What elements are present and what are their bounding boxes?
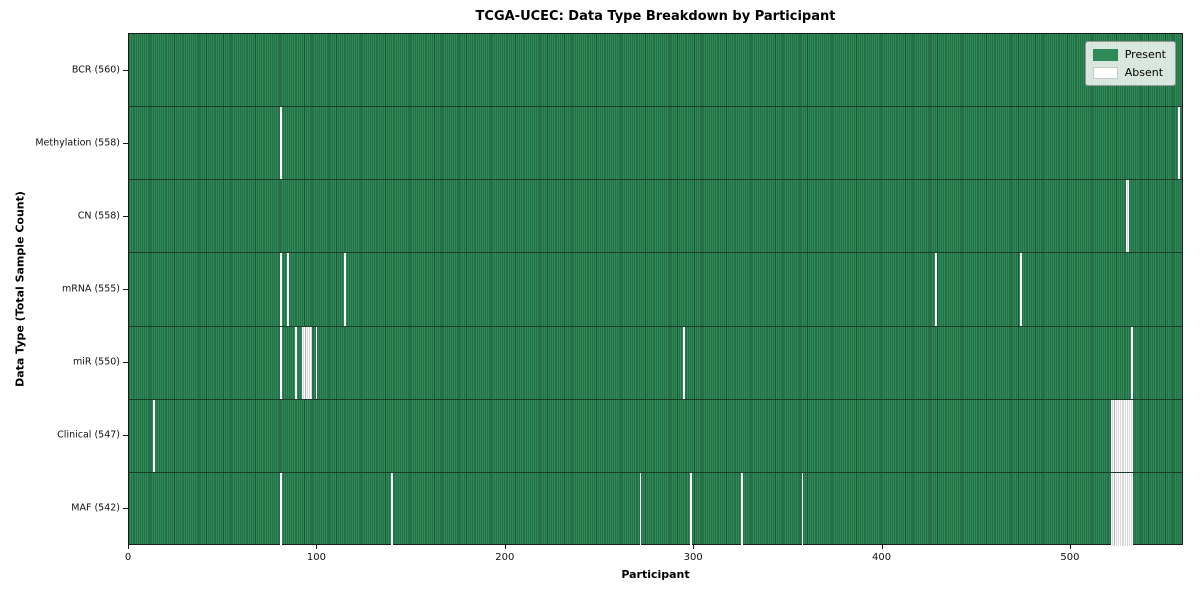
y-tick xyxy=(123,289,128,290)
y-tick-label-Methylation: Methylation (558) xyxy=(35,137,120,149)
absent-marker xyxy=(801,472,804,546)
row-mRNA xyxy=(129,253,1182,327)
absent-marker xyxy=(741,472,744,546)
absent-marker xyxy=(279,326,282,399)
row-MAF xyxy=(129,472,1182,546)
legend-label-absent: Absent xyxy=(1124,66,1164,79)
y-tick xyxy=(123,215,128,217)
absent-marker xyxy=(390,472,393,546)
absent-swatch-icon xyxy=(1092,66,1118,79)
absent-marker xyxy=(935,253,938,326)
x-tick xyxy=(881,545,883,549)
absent-marker xyxy=(1110,399,1134,472)
legend-item-present: Present xyxy=(1092,48,1166,61)
absent-marker xyxy=(1125,180,1130,253)
absent-marker xyxy=(294,326,297,399)
x-tick xyxy=(128,545,129,549)
x-axis-label: Participant xyxy=(621,568,690,581)
row-miR xyxy=(129,326,1182,400)
absent-marker xyxy=(302,326,312,399)
legend-label-present: Present xyxy=(1124,48,1166,61)
absent-marker xyxy=(1110,472,1134,546)
x-tick xyxy=(504,545,506,549)
y-tick-label-MAF: MAF (542) xyxy=(71,502,120,514)
y-tick xyxy=(123,508,128,510)
legend: Present Absent xyxy=(1084,41,1176,86)
x-tick xyxy=(1069,545,1071,549)
plot-area: Present Absent xyxy=(128,33,1183,546)
absent-marker xyxy=(279,107,282,180)
y-tick-label-mRNA: mRNA (555) xyxy=(61,283,120,295)
absent-marker xyxy=(690,472,693,546)
absent-marker xyxy=(639,472,642,546)
x-tick-label: 200 xyxy=(495,552,515,563)
row-Clinical xyxy=(129,399,1182,473)
y-tick-label-Clinical: Clinical (547) xyxy=(57,429,120,441)
y-tick-label-CN: CN (558) xyxy=(77,210,120,222)
y-tick xyxy=(123,362,128,364)
x-tick-label: 400 xyxy=(872,552,892,563)
y-tick xyxy=(123,142,128,144)
absent-marker xyxy=(682,326,685,399)
x-tick-label: 500 xyxy=(1060,552,1080,563)
y-tick xyxy=(123,435,128,437)
absent-marker xyxy=(315,326,318,399)
row-Methylation xyxy=(129,107,1182,181)
x-tick-label: 300 xyxy=(683,552,703,563)
row-CN xyxy=(129,180,1182,254)
y-tick-label-miR: miR (550) xyxy=(72,356,120,368)
y-tick-label-BCR: BCR (560) xyxy=(71,64,120,76)
absent-marker xyxy=(1131,326,1134,399)
row-BCR xyxy=(129,34,1182,108)
absent-marker xyxy=(343,253,346,326)
x-tick-label: 0 xyxy=(124,552,132,563)
absent-marker xyxy=(287,253,290,326)
x-tick-label: 100 xyxy=(306,552,326,563)
x-tick xyxy=(693,545,695,549)
present-swatch-icon xyxy=(1092,48,1118,61)
absent-marker xyxy=(153,399,156,472)
absent-marker xyxy=(1178,107,1181,180)
absent-marker xyxy=(279,253,282,326)
absent-marker xyxy=(1020,253,1022,326)
absent-marker xyxy=(279,472,282,546)
chart-title: TCGA-UCEC: Data Type Breakdown by Partic… xyxy=(475,9,836,24)
y-tick xyxy=(123,69,128,71)
legend-item-absent: Absent xyxy=(1092,66,1166,79)
x-tick xyxy=(316,545,318,549)
